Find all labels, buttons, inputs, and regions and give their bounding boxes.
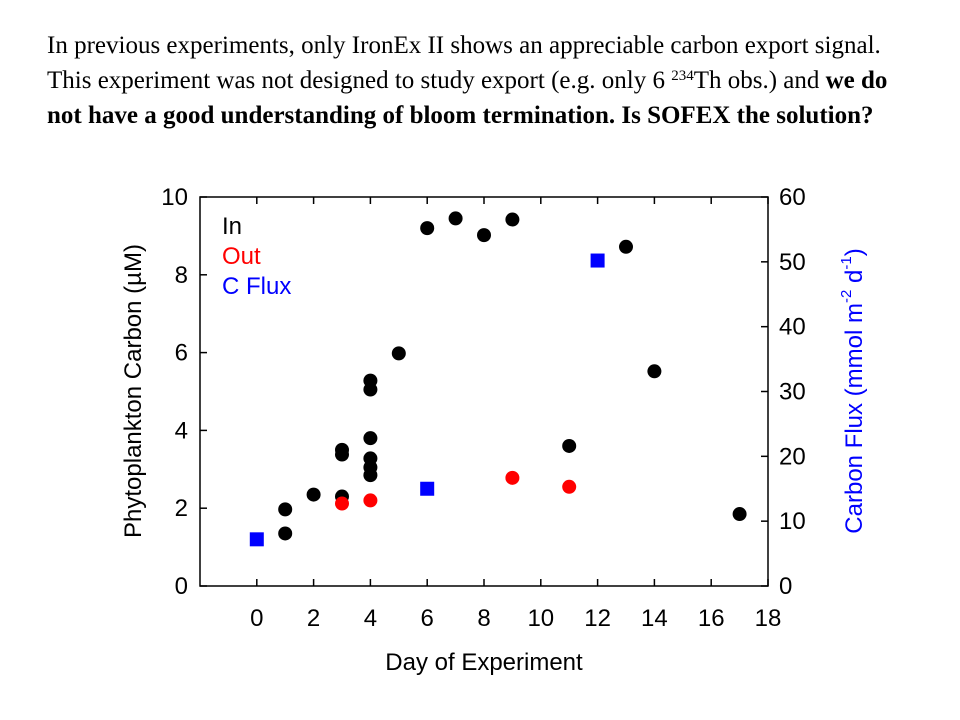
data-point-circle	[363, 431, 378, 446]
y-left-tick-label: 6	[175, 340, 188, 367]
data-point-circle	[647, 364, 662, 379]
x-tick-label: 14	[641, 605, 668, 632]
legend-entry: In	[222, 213, 242, 240]
x-tick-label: 4	[364, 605, 377, 632]
x-tick-label: 2	[307, 605, 320, 632]
x-tick-label: 0	[250, 605, 263, 632]
x-tick-label: 6	[421, 605, 434, 632]
data-point-circle	[335, 496, 349, 511]
x-tick-label: 12	[584, 605, 611, 632]
data-point-circle	[306, 487, 321, 502]
data-point-circle	[562, 479, 577, 494]
y-right-tick-label: 50	[779, 249, 806, 276]
x-tick-label: 16	[698, 605, 725, 632]
x-axis-title: Day of Experiment	[385, 649, 583, 676]
caption-text: In previous experiments, only IronEx II …	[47, 32, 881, 94]
data-point-circle	[477, 228, 491, 243]
y-right-tick-label: 0	[779, 573, 792, 600]
y-right-tick-label: 10	[779, 508, 806, 535]
data-point-square	[249, 532, 264, 547]
data-point-circle	[619, 239, 633, 254]
y-left-tick-label: 8	[175, 262, 188, 289]
axes: 0 2 4 6 8 10 12 14 16 18 0 2 4 6 8 10 0 10 20 30 40 50 60	[161, 184, 805, 632]
y-left-tick-label: 10	[161, 184, 188, 211]
data-marks	[249, 211, 747, 547]
data-point-circle	[391, 346, 406, 361]
data-point-circle	[363, 451, 378, 466]
y-right-tick-label: 30	[779, 379, 806, 406]
data-point-square	[420, 481, 435, 496]
data-point-circle	[505, 212, 520, 227]
caption-superscript: 234	[671, 68, 694, 84]
y-right-tick-label: 60	[779, 184, 806, 211]
data-point-circle	[505, 470, 520, 485]
data-point-circle	[732, 507, 747, 522]
y-right-tick-label: 20	[779, 443, 806, 470]
x-tick-label: 18	[755, 605, 782, 632]
slide-caption: In previous experiments, only IronEx II …	[47, 28, 927, 133]
x-tick-label: 10	[527, 605, 554, 632]
y-right-axis-title: Carbon Flux (mmol m-2 d-1)	[838, 248, 868, 533]
y-left-tick-label: 4	[175, 417, 188, 444]
data-point-square	[590, 253, 605, 268]
y-right-tick-label: 40	[779, 314, 806, 341]
data-point-circle	[363, 373, 378, 388]
legend-entry: C Flux	[222, 273, 291, 300]
y-left-tick-label: 2	[175, 495, 188, 522]
y-left-tick-label: 0	[175, 573, 188, 600]
data-point-circle	[278, 526, 293, 541]
data-point-circle	[448, 211, 463, 226]
data-point-circle	[335, 442, 349, 457]
legend-entry: Out	[222, 243, 261, 270]
caption-bold: we do not have a good understanding of b…	[47, 67, 888, 129]
legend: In Out C Flux	[222, 213, 291, 300]
data-point-circle	[562, 438, 577, 453]
data-point-circle	[363, 493, 378, 508]
y-left-axis-title: Phytoplankton Carbon (µM)	[120, 244, 147, 538]
caption-text-2: Th obs.) and	[693, 67, 826, 94]
x-tick-label: 8	[477, 605, 490, 632]
data-point-circle	[278, 502, 293, 517]
data-point-circle	[420, 221, 435, 236]
